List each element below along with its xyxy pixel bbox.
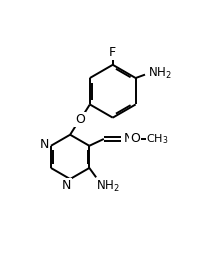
Text: N: N <box>124 133 133 146</box>
Text: N: N <box>62 179 72 192</box>
Text: O: O <box>130 133 140 146</box>
Text: O: O <box>75 113 85 126</box>
Text: N: N <box>39 138 49 151</box>
Text: NH$_2$: NH$_2$ <box>96 179 120 194</box>
Text: NH$_2$: NH$_2$ <box>148 66 171 81</box>
Text: F: F <box>109 46 116 59</box>
Text: CH$_3$: CH$_3$ <box>147 132 169 146</box>
